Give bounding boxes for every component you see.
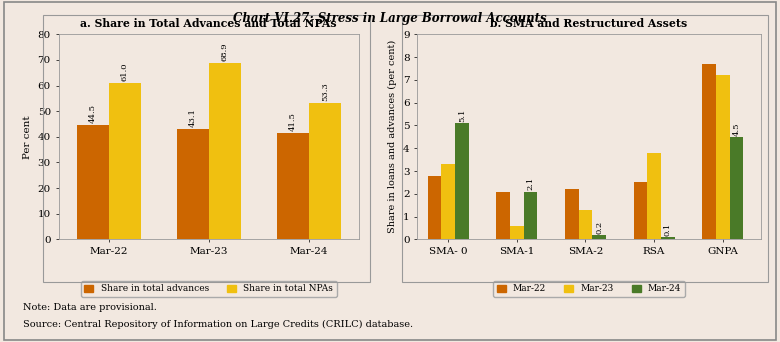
Bar bbox=[176, 129, 209, 239]
Y-axis label: Per cent: Per cent bbox=[23, 115, 32, 159]
Bar bbox=[76, 125, 108, 239]
Bar bbox=[565, 189, 579, 239]
Text: 0.2: 0.2 bbox=[595, 221, 603, 234]
Legend: Share in total advances, Share in total NPAs: Share in total advances, Share in total … bbox=[80, 281, 337, 297]
Bar bbox=[309, 103, 341, 239]
Bar bbox=[510, 226, 523, 239]
Bar bbox=[716, 75, 729, 239]
Text: Note: Data are provisional.: Note: Data are provisional. bbox=[23, 303, 158, 312]
Bar bbox=[729, 137, 743, 239]
Text: Chart VI.27: Stress in Large Borrowal Accounts: Chart VI.27: Stress in Large Borrowal Ac… bbox=[233, 12, 547, 25]
Text: 44.5: 44.5 bbox=[89, 104, 97, 123]
Bar bbox=[496, 192, 510, 239]
Text: 2.1: 2.1 bbox=[526, 177, 534, 190]
Text: 5.1: 5.1 bbox=[458, 109, 466, 122]
Legend: Mar-22, Mar-23, Mar-24: Mar-22, Mar-23, Mar-24 bbox=[493, 281, 685, 297]
Y-axis label: Share in loans and advances (per cent): Share in loans and advances (per cent) bbox=[388, 40, 398, 234]
Bar bbox=[427, 175, 441, 239]
Text: 0.1: 0.1 bbox=[664, 223, 672, 236]
Text: 68.9: 68.9 bbox=[221, 42, 229, 61]
Bar bbox=[455, 123, 469, 239]
Bar bbox=[661, 237, 675, 239]
Text: 61.0: 61.0 bbox=[121, 63, 129, 81]
Bar bbox=[702, 64, 716, 239]
Bar bbox=[523, 192, 537, 239]
Bar bbox=[592, 235, 606, 239]
Text: 4.5: 4.5 bbox=[732, 122, 740, 136]
Bar bbox=[441, 164, 455, 239]
Bar bbox=[277, 133, 309, 239]
Text: 41.5: 41.5 bbox=[289, 112, 296, 131]
Bar bbox=[579, 210, 592, 239]
Text: 53.3: 53.3 bbox=[321, 82, 328, 101]
Text: 43.1: 43.1 bbox=[189, 108, 197, 127]
Bar bbox=[108, 83, 140, 239]
Title: b. SMA and Restructured Assets: b. SMA and Restructured Assets bbox=[491, 18, 687, 29]
Bar bbox=[633, 182, 647, 239]
Bar bbox=[647, 153, 661, 239]
Title: a. Share in Total Advances and Total NPAs: a. Share in Total Advances and Total NPA… bbox=[80, 18, 337, 29]
Bar bbox=[208, 63, 241, 239]
Text: Source: Central Repository of Information on Large Credits (CRILC) database.: Source: Central Repository of Informatio… bbox=[23, 320, 413, 329]
